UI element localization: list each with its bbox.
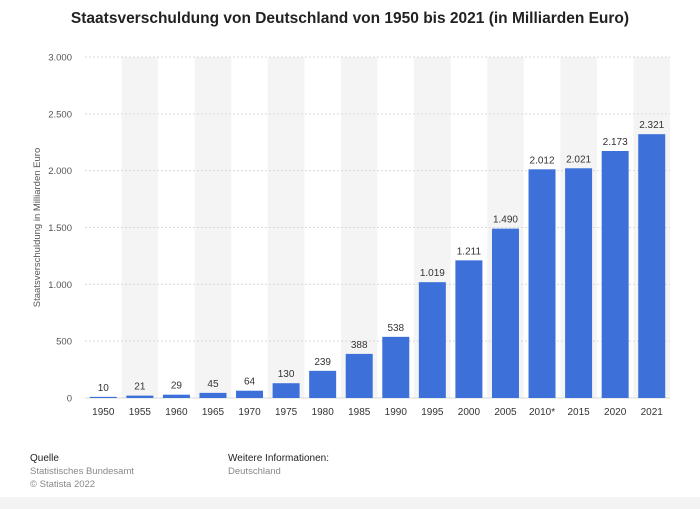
y-tick-label: 500 (56, 337, 72, 348)
bar (455, 260, 483, 398)
data-label: 1.211 (457, 246, 482, 257)
data-label: 1.019 (420, 268, 445, 279)
data-label: 29 (171, 381, 183, 392)
y-tick-label: 1.000 (48, 280, 72, 291)
x-tick-label: 1985 (348, 407, 371, 418)
bar (528, 169, 556, 398)
data-label: 388 (351, 340, 368, 351)
data-label: 45 (207, 379, 219, 390)
x-tick-label: 2020 (604, 407, 627, 418)
bar (382, 336, 410, 398)
data-label: 10 (98, 383, 110, 394)
bar (491, 228, 519, 398)
bar (126, 395, 154, 398)
y-tick-label: 2.000 (48, 166, 72, 177)
bar (309, 370, 337, 398)
x-tick-label: 1990 (385, 407, 408, 418)
source-heading: Quelle (30, 453, 59, 464)
data-label: 2.012 (530, 155, 555, 166)
x-tick-label: 1995 (421, 407, 444, 418)
info-heading: Weitere Informationen: (228, 453, 329, 464)
data-label: 239 (314, 357, 331, 368)
copyright: © Statista 2022 (30, 479, 96, 490)
x-tick-label: 1960 (165, 407, 188, 418)
footer-band (0, 497, 700, 509)
source-block: Quelle Statistisches Bundesamt © Statist… (30, 452, 134, 491)
data-label: 130 (278, 369, 295, 380)
bar (162, 394, 190, 398)
x-tick-label: 2015 (567, 407, 590, 418)
x-tick-label: 1970 (238, 407, 261, 418)
bar (418, 282, 446, 398)
x-tick-label: 1955 (129, 407, 152, 418)
x-tick-label: 1950 (92, 407, 115, 418)
column-band (121, 57, 159, 398)
x-tick-label: 2010* (529, 407, 555, 418)
data-label: 64 (244, 377, 256, 388)
y-axis-label: Staatsverschuldung in Milliarden Euro (32, 148, 43, 307)
bar (565, 168, 593, 398)
info-block: Weitere Informationen: Deutschland (228, 452, 329, 478)
x-tick-label: 1980 (312, 407, 335, 418)
bar (638, 134, 666, 398)
x-tick-label: 2021 (641, 407, 664, 418)
x-tick-label: 1975 (275, 407, 298, 418)
column-band (340, 57, 378, 398)
data-label: 2.173 (603, 137, 628, 148)
data-label: 2.021 (566, 154, 591, 165)
data-label: 21 (134, 382, 146, 393)
x-tick-label: 1965 (202, 407, 225, 418)
bar (236, 390, 264, 398)
bar (199, 392, 227, 398)
y-tick-label: 0 (67, 394, 72, 405)
bar-chart: 0 500 1.000 1.500 2.000 2.500 3.000 Staatsversc… (32, 53, 670, 418)
data-label: 1.490 (493, 215, 518, 226)
data-label: 538 (387, 323, 404, 334)
bar (601, 151, 629, 398)
bar (345, 353, 373, 398)
y-tick-label: 2.500 (48, 109, 72, 120)
bar (89, 396, 117, 398)
y-tick-label: 3.000 (48, 53, 72, 64)
chart-title: Staatsverschuldung von Deutschland von 1… (70, 10, 630, 27)
info-value: Deutschland (228, 466, 281, 477)
y-tick-label: 1.500 (48, 223, 72, 234)
source-name: Statistisches Bundesamt (30, 466, 135, 477)
bar (272, 383, 300, 398)
data-label: 2.321 (639, 120, 664, 131)
x-tick-label: 2000 (458, 407, 481, 418)
x-tick-label: 2005 (494, 407, 517, 418)
